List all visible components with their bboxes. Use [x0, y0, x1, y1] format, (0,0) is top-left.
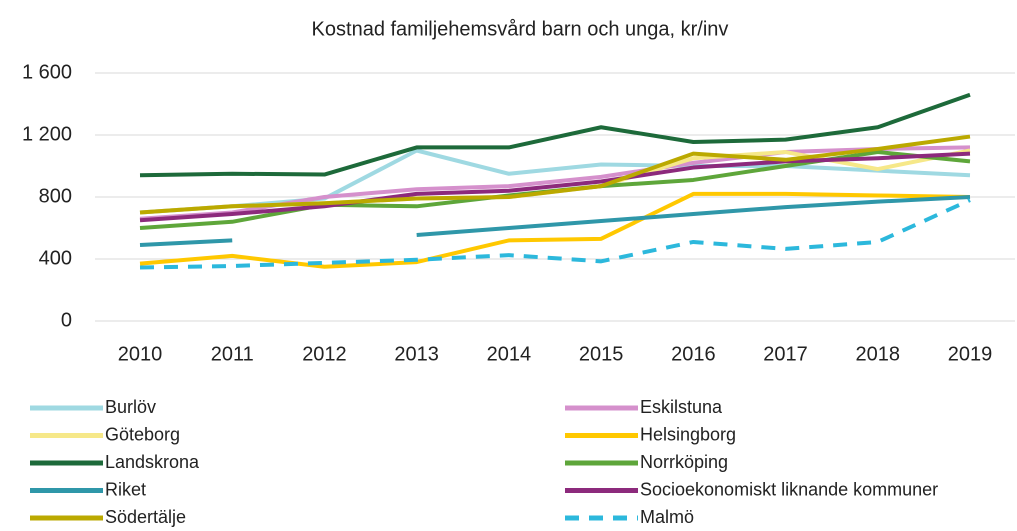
line-series [139, 92, 971, 178]
legend-label: Burlöv [105, 397, 156, 417]
y-tick-label: 1 600 [22, 61, 72, 83]
line-series [139, 148, 971, 215]
legend-label: Helsingborg [640, 424, 736, 444]
line-series [139, 151, 971, 223]
legend-label: Eskilstuna [640, 397, 723, 417]
y-tick-label: 400 [39, 247, 72, 269]
x-tick-label: 2013 [394, 343, 439, 365]
line-series [139, 195, 971, 248]
x-tick-label: 2019 [948, 343, 993, 365]
legend-label: Socioekonomiskt liknande kommuner [640, 479, 938, 499]
y-tick-label: 0 [61, 309, 72, 331]
x-tick-label: 2015 [579, 343, 624, 365]
line-series [139, 191, 971, 269]
x-tick-label: 2016 [671, 343, 716, 365]
y-tick-label: 800 [39, 185, 72, 207]
legend-label: Norrköping [640, 452, 728, 472]
legend-label: Riket [105, 479, 146, 499]
legend-label: Göteborg [105, 424, 180, 444]
y-tick-label: 1 200 [22, 123, 72, 145]
x-tick-label: 2014 [487, 343, 532, 365]
legend-label: Malmö [640, 507, 694, 527]
x-tick-label: 2012 [302, 343, 347, 365]
line-series [139, 134, 971, 215]
x-tick-label: 2018 [856, 343, 901, 365]
line-series [139, 198, 971, 270]
chart-title: Kostnad familjehemsvård barn och unga, k… [312, 18, 729, 40]
x-tick-label: 2010 [118, 343, 163, 365]
legend-label: Landskrona [105, 452, 200, 472]
x-tick-label: 2017 [763, 343, 808, 365]
x-tick-label: 2011 [211, 343, 254, 365]
legend-label: Södertälje [105, 507, 186, 527]
